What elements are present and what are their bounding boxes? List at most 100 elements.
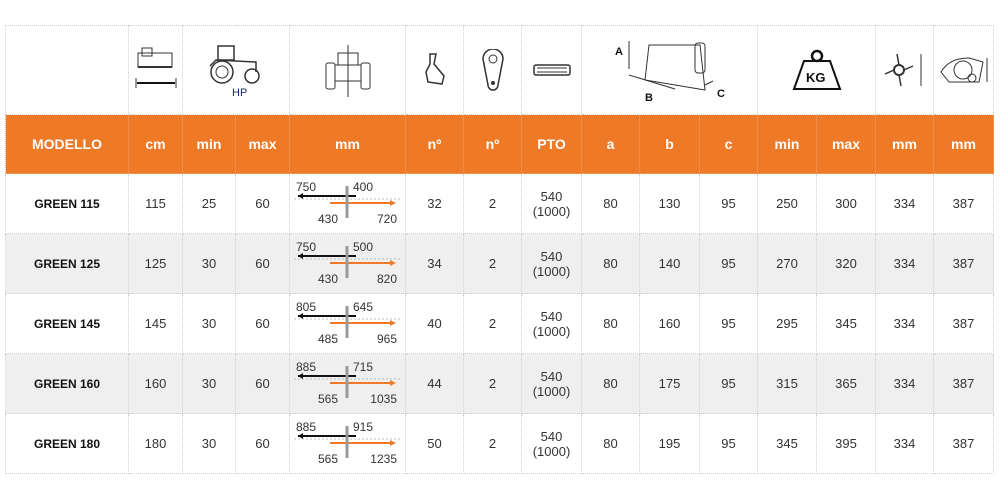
kg_min-cell: 270 [757,233,817,294]
cm-cell: 180 [128,413,183,474]
a-cell: 80 [581,293,640,354]
rotor-cell: 334 [875,233,934,294]
model-name: GREEN 125 [5,233,129,294]
pto-speed: 540 [540,188,563,204]
hp_max-cell: 60 [235,173,290,234]
links-cell: 2 [463,353,522,414]
column-header: mm [289,114,406,174]
pto-cell: 540 (1000) [521,233,582,294]
cm-cell: 125 [128,233,183,294]
kg_max-cell: 300 [816,173,876,234]
offset-left-max: 885 [296,360,317,374]
column-header: mm [875,114,934,174]
offset-right-max: 720 [376,212,397,226]
mower-width-icon [128,25,183,115]
rotor-cell: 334 [875,173,934,234]
pto-speed: 540 [540,428,563,444]
offset-right-min: 400 [353,180,374,194]
b-cell: 175 [639,353,700,414]
offset-right-min: 500 [353,240,374,254]
hp_min-cell: 30 [182,353,236,414]
c-cell: 95 [699,173,758,234]
column-header: cm [128,114,183,174]
a-cell: 80 [581,233,640,294]
offset-left-max: 805 [296,300,317,314]
a-cell: 80 [581,173,640,234]
pto-cell: 540 (1000) [521,173,582,234]
table-row: GREEN 145 145 30 60 805 645 485 965 40 2 540(… [5,293,994,354]
column-header: max [816,114,876,174]
rotor-link-icon [463,25,522,115]
pto-cell: 540 (1000) [521,353,582,414]
table-row: GREEN 115 115 25 60 750 400 430 720 32 2 540(… [5,173,994,234]
rotor-cell: 334 [875,353,934,414]
pto-speed-alt: (1000) [532,203,571,219]
pto-cell: 540 (1000) [521,413,582,474]
dim-a-label: A [615,46,623,58]
housing-cell: 387 [933,233,994,294]
hp_min-cell: 30 [182,233,236,294]
offset-arrows [294,426,400,458]
column-header: PTO [521,114,582,174]
offset-cell: 750 500 430 820 [289,233,406,294]
pto-speed-alt: (1000) [532,443,571,459]
offset-right-max: 965 [376,332,397,346]
hp-label: HP [232,87,247,98]
tractor-offset-icon [289,25,406,115]
b-cell: 160 [639,293,700,354]
cm-cell: 160 [128,353,183,414]
kg_min-cell: 250 [757,173,817,234]
housing-cell: 387 [933,413,994,474]
hp_min-cell: 25 [182,173,236,234]
kg_min-cell: 345 [757,413,817,474]
pto-speed-alt: (1000) [532,383,571,399]
model-name: GREEN 115 [5,173,129,234]
hammer-blade-icon [405,25,464,115]
b-cell: 130 [639,173,700,234]
dimensions-icon: A B C [581,25,758,115]
kg-label: KG [806,70,826,85]
offset-cell: 885 915 565 1235 [289,413,406,474]
table-row: GREEN 160 160 30 60 885 715 565 1035 44 2 540… [5,353,994,414]
column-header: a [581,114,640,174]
housing-cell: 387 [933,293,994,354]
dim-c-label: C [717,88,725,100]
offset-cell: 805 645 485 965 [289,293,406,354]
offset-right-max: 820 [376,272,397,286]
offset-left-min: 430 [318,272,339,286]
hp_min-cell: 30 [182,293,236,354]
pto-speed: 540 [540,368,563,384]
column-header: max [235,114,290,174]
pto-speed-alt: (1000) [532,263,571,279]
a-cell: 80 [581,353,640,414]
column-header: min [757,114,817,174]
offset-arrows [294,306,400,338]
links-cell: 2 [463,233,522,294]
pto-speed-alt: (1000) [532,323,571,339]
offset-right-max: 1035 [370,392,397,406]
kg_max-cell: 365 [816,353,876,414]
pto-speed: 540 [540,308,563,324]
offset-cell: 885 715 565 1035 [289,353,406,414]
hp_max-cell: 60 [235,233,290,294]
offset-left-min: 565 [318,452,339,466]
table-row: GREEN 180 180 30 60 885 915 565 1235 50 2 540… [5,413,994,474]
kg_min-cell: 295 [757,293,817,354]
c-cell: 95 [699,293,758,354]
housing-cell: 387 [933,173,994,234]
model-name: GREEN 160 [5,353,129,414]
hp_max-cell: 60 [235,353,290,414]
offset-right-min: 645 [353,300,374,314]
rotor-cell: 334 [875,413,934,474]
tractor-hp-icon: HP [182,25,290,115]
offset-right-min: 715 [353,360,374,374]
offset-left-min: 485 [318,332,339,346]
offset-left-min: 565 [318,392,339,406]
cm-cell: 115 [128,173,183,234]
housing-diameter-icon [933,25,994,115]
offset-arrows [294,366,400,398]
kg_min-cell: 315 [757,353,817,414]
offset-left-max: 750 [296,240,317,254]
weight-kg-icon: KG [757,25,876,115]
blades-cell: 50 [405,413,464,474]
